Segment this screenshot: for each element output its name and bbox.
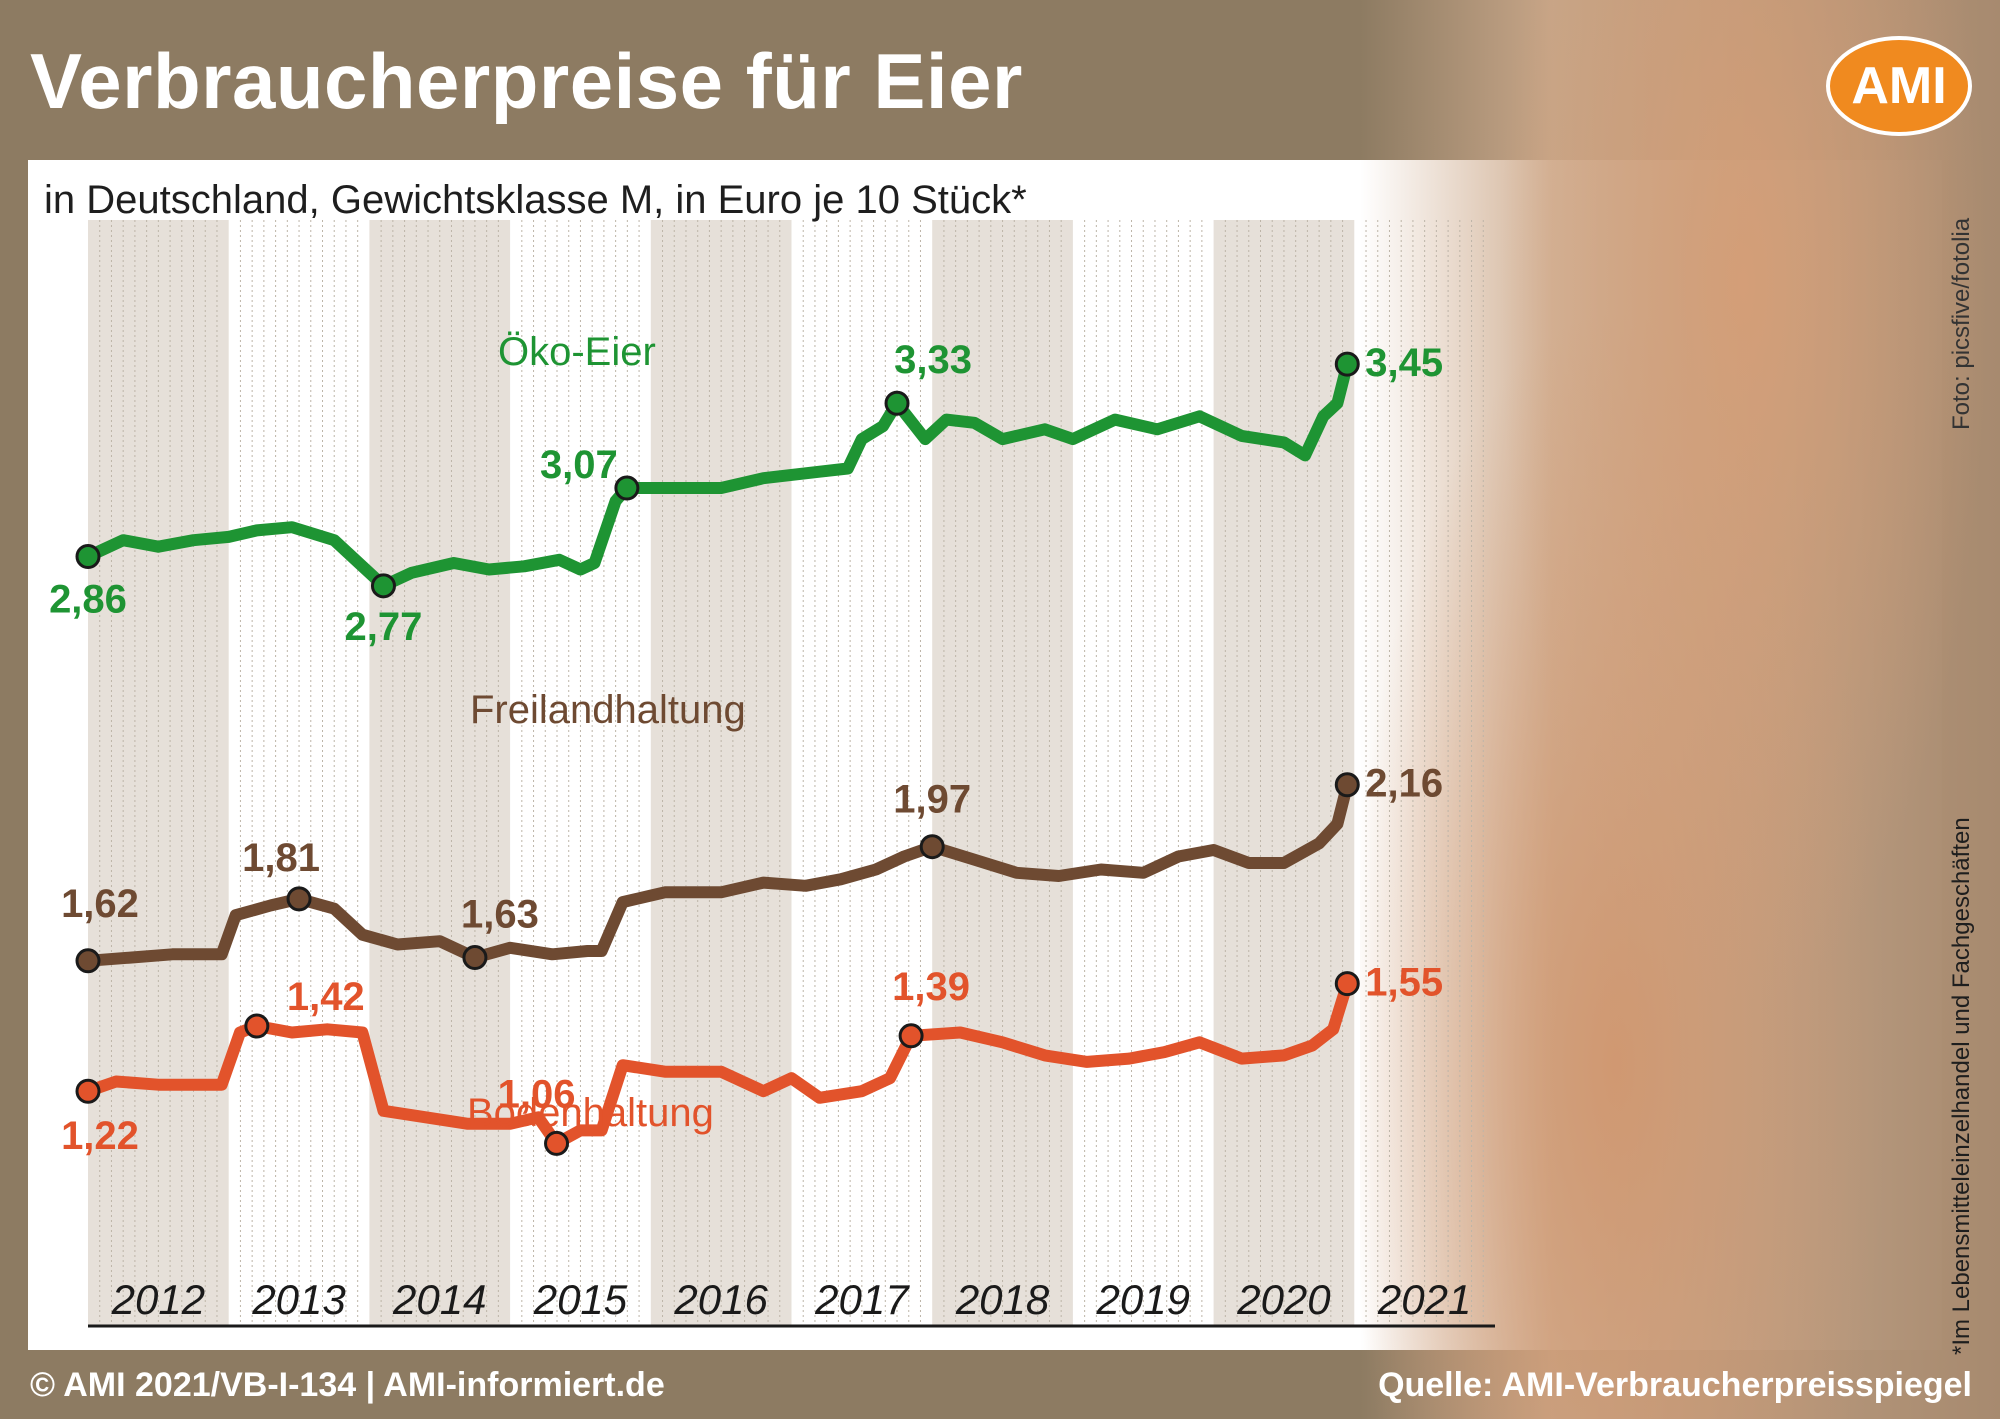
data-point (75, 543, 101, 569)
page-title: Verbraucherpreise für Eier (30, 37, 1023, 125)
series-label-oeko: Öko-Eier (498, 330, 656, 374)
data-point (898, 1023, 924, 1049)
data-point (1334, 971, 1360, 997)
data-label: 3,07 (540, 443, 618, 487)
data-label: 1,22 (61, 1114, 139, 1158)
data-label: 1,97 (893, 778, 971, 822)
data-point (370, 573, 396, 599)
x-tick-label: 2016 (673, 1276, 768, 1323)
data-label: 2,86 (49, 577, 127, 621)
x-tick-label: 2012 (111, 1276, 205, 1323)
data-point (919, 834, 945, 860)
data-point (286, 886, 312, 912)
ami-logo[interactable]: AMI (1826, 36, 1972, 136)
vertical-gridlines (99, 220, 1484, 1326)
data-label: 1,39 (892, 965, 970, 1009)
footer-copyright: © AMI 2021/VB-I-134 | AMI-informiert.de (30, 1366, 665, 1404)
data-labels: 2,86 2,77 3,07 3,33 3,45 1,62 1,81 1,63 1,97 2,16… (49, 338, 1443, 1158)
photo-credit: Foto: picsfive/fotolia (1948, 217, 1975, 430)
footer-source: Quelle: AMI-Verbraucherpreisspiegel (1378, 1366, 1972, 1404)
data-label: 2,16 (1365, 762, 1443, 806)
data-label: 1,42 (287, 975, 365, 1019)
x-tick-label: 2018 (955, 1276, 1050, 1323)
data-point (462, 945, 488, 971)
data-label: 1,06 (498, 1072, 576, 1116)
logo-text: AMI (1851, 57, 1947, 115)
x-tick-label: 2019 (1096, 1276, 1190, 1323)
series-line (82, 977, 1354, 1150)
series-label-boden: Bodenhaltung (467, 1091, 714, 1135)
x-tick-label: 2015 (533, 1276, 628, 1323)
series-line (82, 358, 1354, 592)
data-label: 1,81 (242, 836, 320, 880)
data-point (75, 1078, 101, 1104)
data-label: 3,33 (894, 338, 972, 382)
data-label: 2,77 (345, 605, 423, 649)
data-label: 1,55 (1365, 961, 1443, 1005)
x-axis-tick-labels: 2012 2013 2014 2015 2016 2017 2018 2019 2020 2021 (111, 1276, 1472, 1323)
footnote: *Im Lebensmitteleinzelhandel und Fachges… (1948, 817, 1975, 1355)
x-tick-label: 2014 (392, 1276, 486, 1323)
data-label: 1,62 (61, 882, 139, 926)
data-point (884, 390, 910, 416)
data-markers (75, 351, 1360, 1156)
data-point (1334, 772, 1360, 798)
data-point (1334, 351, 1360, 377)
chart-subtitle: in Deutschland, Gewichtsklasse M, in Eur… (44, 178, 1027, 222)
data-point (75, 948, 101, 974)
data-point (244, 1013, 270, 1039)
data-point (544, 1130, 570, 1156)
x-tick-label: 2020 (1236, 1276, 1331, 1323)
x-tick-label: 2021 (1377, 1276, 1471, 1323)
eggs-photo-background (1360, 0, 2000, 1419)
data-point (614, 475, 640, 501)
x-tick-label: 2017 (814, 1276, 910, 1323)
data-label: 1,63 (461, 893, 539, 937)
series-label-freiland: Freilandhaltung (470, 688, 746, 732)
data-label: 3,45 (1365, 341, 1443, 385)
x-tick-label: 2013 (251, 1276, 345, 1323)
